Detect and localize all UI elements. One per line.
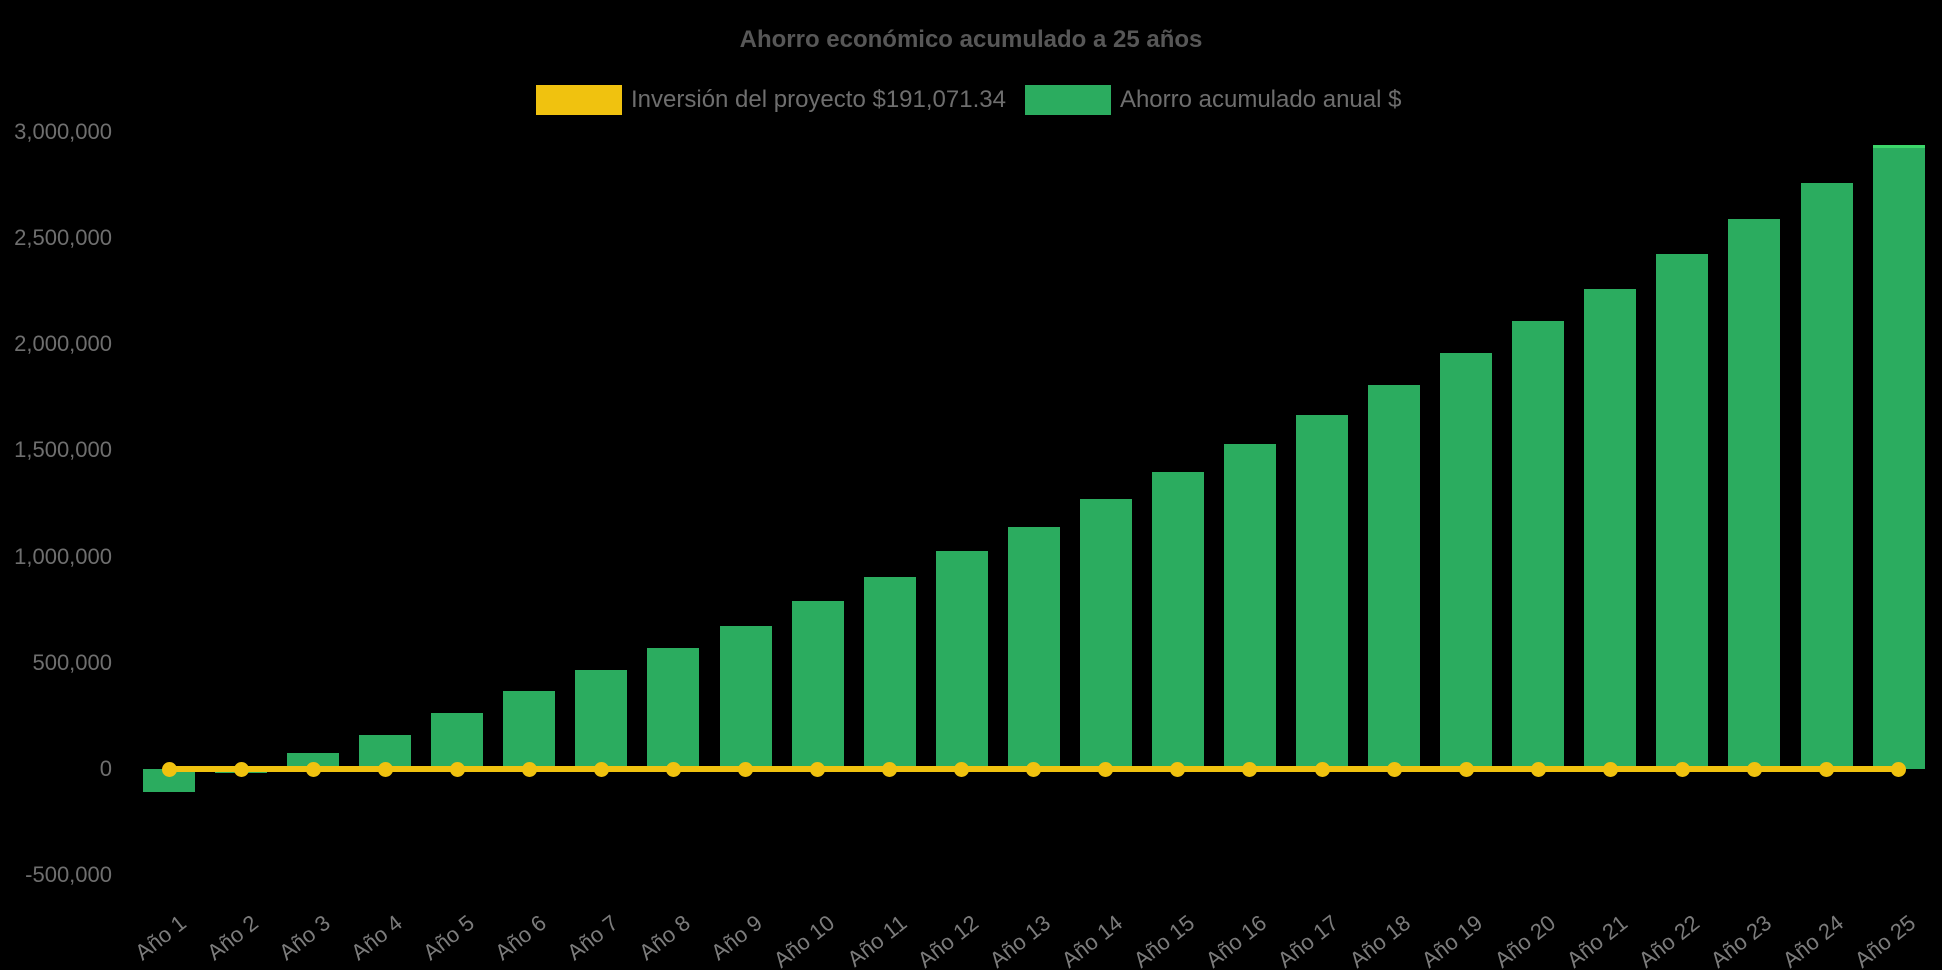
x-axis-tick-label: Año 16	[1201, 910, 1272, 970]
x-axis-tick-label: Año 11	[842, 910, 912, 970]
bar-año-20[interactable]	[1512, 320, 1565, 769]
investment-point-año-22[interactable]	[1674, 761, 1690, 777]
investment-point-año-7[interactable]	[593, 761, 609, 777]
y-axis-tick-label: 0	[99, 756, 112, 781]
bar-año-3[interactable]	[287, 753, 340, 769]
x-axis-tick-label: Año 1	[129, 910, 191, 966]
investment-point-año-16[interactable]	[1242, 761, 1258, 777]
investment-point-año-10[interactable]	[810, 761, 826, 777]
x-axis-tick-label: Año 23	[1705, 910, 1776, 970]
bar-año-10[interactable]	[791, 601, 844, 769]
legend-swatch-savings-icon	[1024, 85, 1111, 115]
x-axis-tick-label: Año 22	[1633, 910, 1704, 970]
bar-año-21[interactable]	[1584, 288, 1637, 769]
x-axis-tick-label: Año 13	[984, 910, 1056, 970]
bar-año-11[interactable]	[863, 576, 916, 769]
x-axis-tick-label: Año 17	[1273, 910, 1344, 970]
x-axis-tick-label: Año 25	[1849, 910, 1920, 970]
legend-item-investment[interactable]: Inversión del proyecto $191,071.34	[536, 85, 1006, 115]
bar-año-24[interactable]	[1800, 182, 1853, 769]
x-axis-tick-label: Año 5	[417, 910, 479, 966]
bar-año-17[interactable]	[1296, 415, 1349, 769]
investment-point-año-21[interactable]	[1602, 761, 1618, 777]
x-axis-tick-label: Año 7	[562, 910, 623, 966]
bar-año-14[interactable]	[1079, 499, 1132, 769]
investment-point-año-11[interactable]	[882, 761, 898, 777]
x-axis-tick-label: Año 8	[634, 910, 695, 966]
bar-año-25[interactable]	[1872, 144, 1925, 769]
bar-año-19[interactable]	[1440, 352, 1493, 769]
x-axis-tick-label: Año 9	[706, 910, 767, 966]
legend-label-investment: Inversión del proyecto $191,071.34	[631, 86, 1006, 113]
bar-año-23[interactable]	[1728, 218, 1781, 769]
x-axis-tick-label: Año 10	[768, 910, 840, 970]
investment-point-año-24[interactable]	[1819, 761, 1835, 777]
bar-año-13[interactable]	[1007, 526, 1060, 769]
x-axis-tick-label: Año 3	[273, 910, 335, 966]
y-axis-tick-label: 1,000,000	[14, 543, 112, 569]
x-axis-tick-label: Año 20	[1489, 910, 1560, 970]
investment-point-año-19[interactable]	[1458, 761, 1474, 777]
chart-title: Ahorro económico acumulado a 25 años	[739, 26, 1203, 53]
investment-point-año-6[interactable]	[521, 761, 537, 777]
investment-point-año-8[interactable]	[665, 761, 681, 777]
legend-label-savings: Ahorro acumulado anual $	[1119, 86, 1402, 113]
x-axis-tick-label: Año 12	[912, 910, 984, 970]
y-axis-tick-label: 3,000,000	[14, 118, 112, 144]
bar-año-1[interactable]	[143, 769, 195, 793]
investment-point-año-17[interactable]	[1314, 761, 1330, 777]
x-axis-tick-label: Año 6	[490, 910, 551, 966]
legend-item-savings[interactable]: Ahorro acumulado anual $	[1024, 85, 1402, 115]
investment-point-año-4[interactable]	[377, 761, 393, 777]
x-axis-tick-label: Año 2	[201, 910, 263, 966]
y-axis-tick-label: -500,000	[25, 862, 112, 888]
investment-point-año-9[interactable]	[738, 761, 754, 777]
bar-año-16[interactable]	[1223, 444, 1276, 769]
investment-point-año-2[interactable]	[233, 761, 249, 777]
investment-point-año-25[interactable]	[1891, 761, 1907, 777]
investment-point-año-18[interactable]	[1386, 761, 1402, 777]
x-axis-tick-label: Año 19	[1417, 910, 1488, 970]
bar-año-22[interactable]	[1656, 253, 1709, 769]
investment-point-año-3[interactable]	[305, 761, 321, 777]
y-axis-tick-label: 500,000	[32, 649, 112, 675]
x-axis-tick-label: Año 4	[345, 910, 407, 966]
y-axis-tick-label: 2,500,000	[14, 225, 112, 250]
bar-año-12[interactable]	[935, 551, 988, 769]
bar-año-9[interactable]	[719, 625, 772, 769]
chart-legend: Inversión del proyecto $191,071.34 Ahorr…	[536, 85, 1401, 115]
bar-año-7[interactable]	[575, 670, 628, 769]
investment-point-año-12[interactable]	[954, 761, 970, 777]
investment-point-año-5[interactable]	[449, 761, 465, 777]
x-axis-tick-label: Año 18	[1345, 910, 1416, 970]
x-axis-tick-label: Año 24	[1777, 910, 1848, 970]
bar-año-8[interactable]	[647, 647, 700, 769]
investment-point-año-20[interactable]	[1530, 761, 1546, 777]
x-axis-tick-label: Año 21	[1561, 910, 1632, 970]
bar-año-6[interactable]	[503, 691, 556, 769]
x-axis-tick-label: Año 15	[1128, 910, 1200, 970]
bar-año-5[interactable]	[431, 712, 484, 769]
x-axis-tick-label: Año 14	[1056, 910, 1128, 970]
bar-año-18[interactable]	[1368, 384, 1421, 769]
investment-point-año-15[interactable]	[1170, 761, 1186, 777]
investment-point-año-13[interactable]	[1026, 761, 1042, 777]
investment-point-año-23[interactable]	[1746, 761, 1762, 777]
bar-año-15[interactable]	[1151, 471, 1204, 769]
y-axis-tick-label: 1,500,000	[14, 437, 112, 463]
investment-point-año-14[interactable]	[1098, 761, 1114, 777]
legend-swatch-investment-icon	[536, 85, 622, 115]
investment-point-año-1[interactable]	[161, 761, 177, 777]
y-axis-tick-label: 2,000,000	[14, 331, 112, 357]
